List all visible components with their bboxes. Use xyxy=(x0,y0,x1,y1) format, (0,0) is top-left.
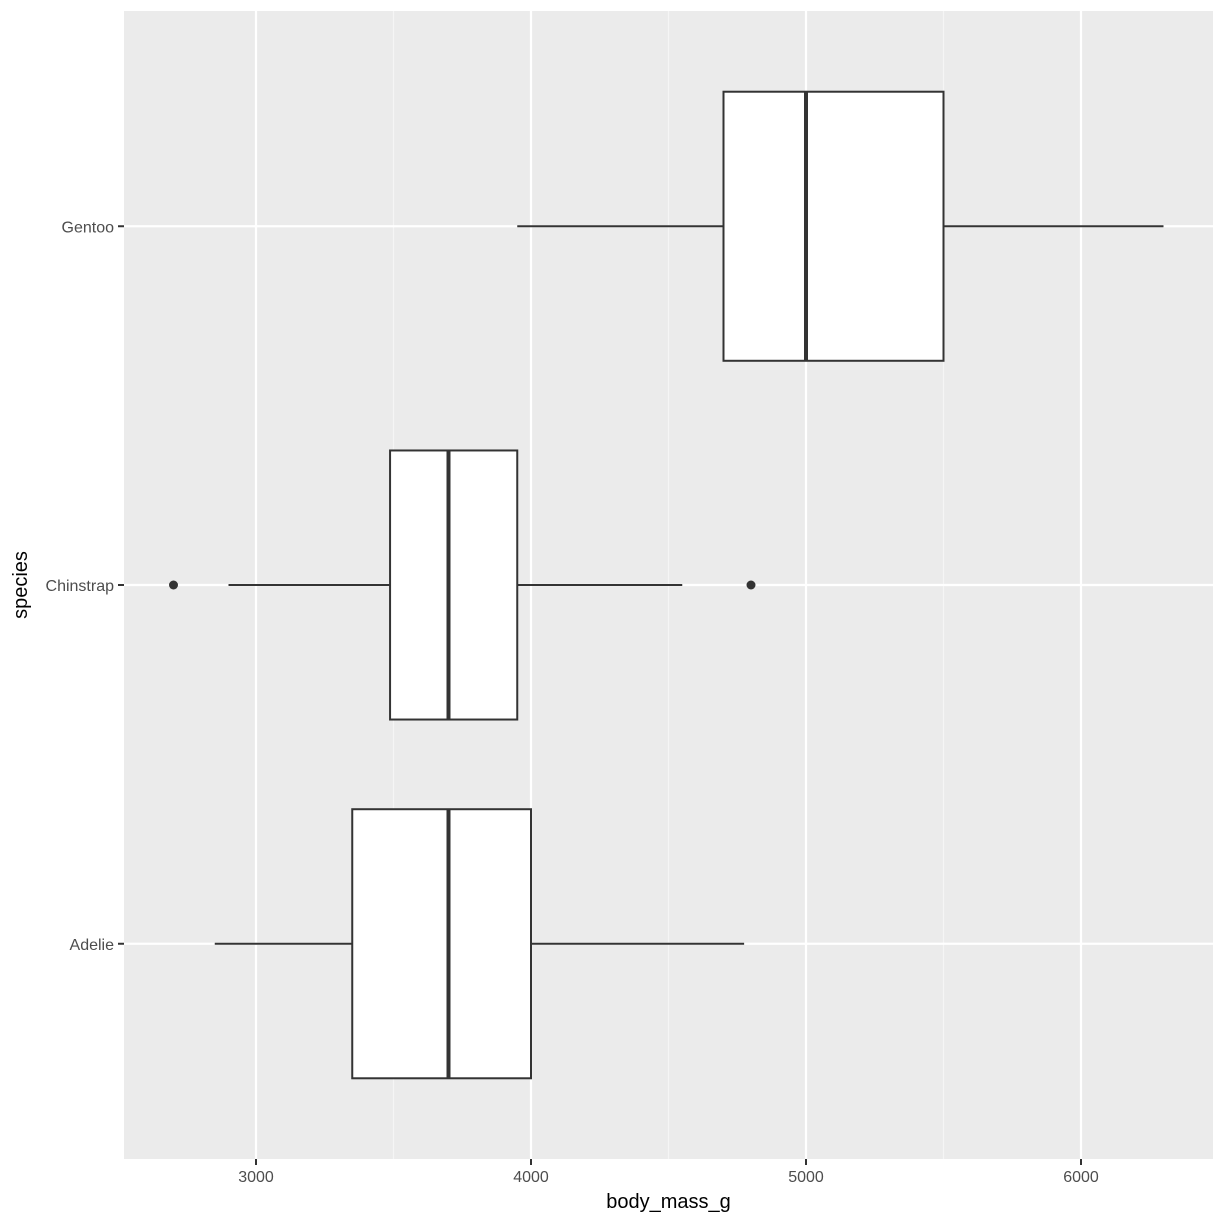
x-axis-title: body_mass_g xyxy=(606,1191,731,1213)
y-axis-title: species xyxy=(10,551,32,619)
y-tick-label: Chinstrap xyxy=(46,578,115,595)
y-tick-label: Adelie xyxy=(70,937,115,954)
box-iqr xyxy=(722,90,945,362)
axes: 3000 4000 5000 6000 Adelie Chinstrap Gentoo xyxy=(46,219,1099,1186)
x-tick-label: 5000 xyxy=(788,1169,824,1186)
box-group-gentoo xyxy=(517,90,1164,362)
x-tick-label: 3000 xyxy=(238,1169,274,1186)
x-tick-label: 6000 xyxy=(1063,1169,1099,1186)
box-iqr xyxy=(351,808,532,1080)
outlier-point xyxy=(169,580,178,590)
x-tick-label: 4000 xyxy=(513,1169,549,1186)
box-marks xyxy=(169,90,1164,1080)
box-group-adelie xyxy=(214,808,745,1080)
box-iqr xyxy=(389,449,519,721)
y-tick-label: Gentoo xyxy=(62,219,115,236)
box-group-chinstrap xyxy=(169,449,756,721)
outlier-point xyxy=(746,580,756,590)
